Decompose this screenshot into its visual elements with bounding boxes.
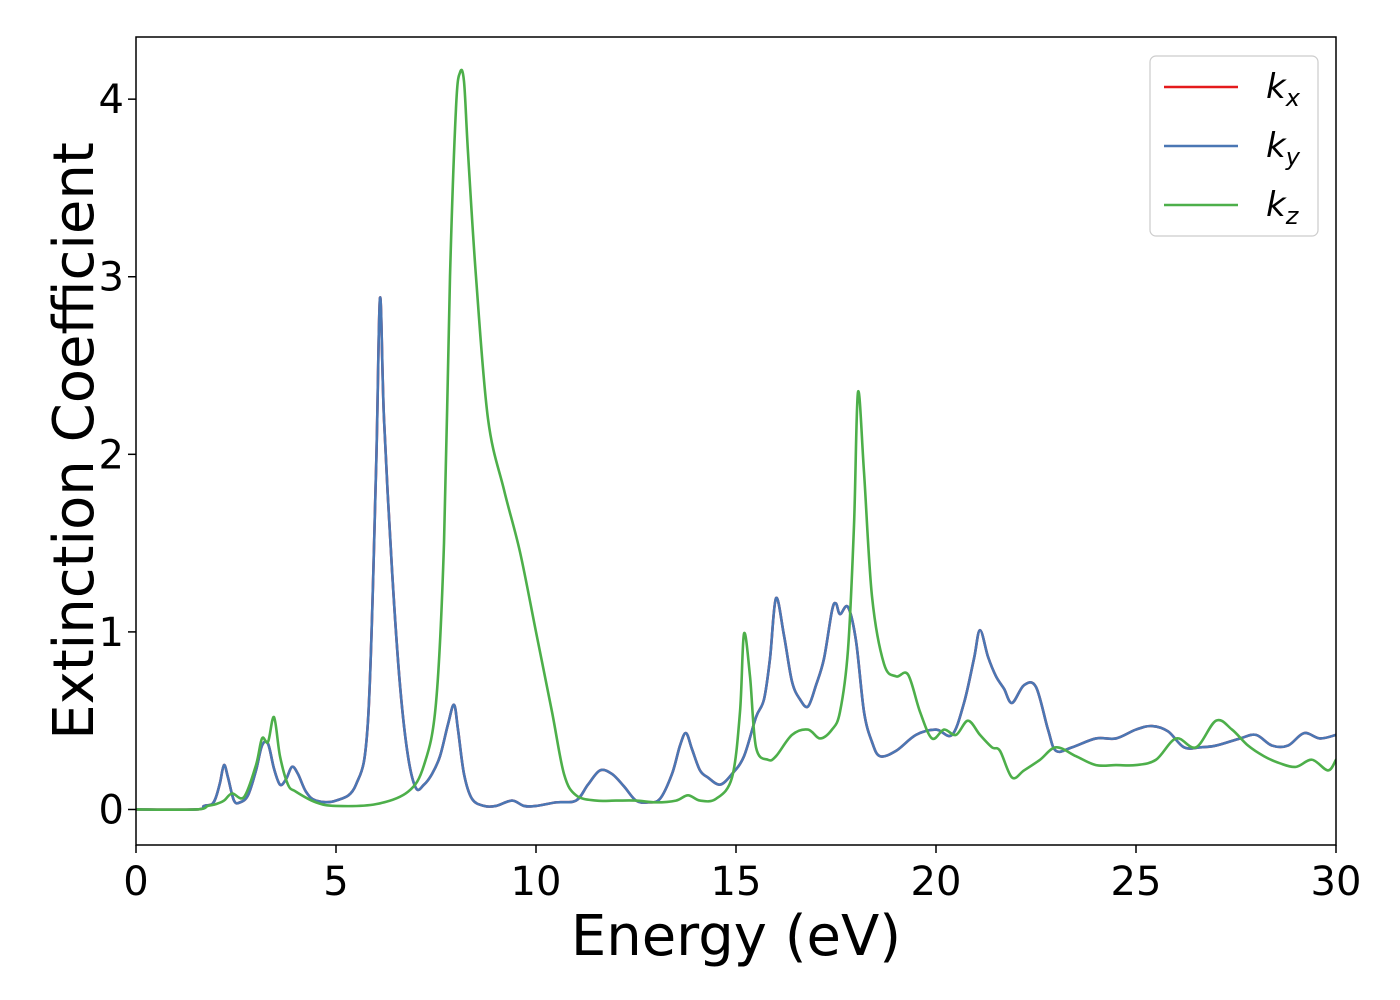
x-tick-label: 30 [1311, 859, 1362, 905]
legend-label-x: kx [1266, 67, 1301, 112]
y-tick-label: 0 [99, 787, 124, 833]
x-tick-label: 10 [511, 859, 562, 905]
series-line-x [136, 296, 1336, 812]
series-line-z [136, 68, 1336, 812]
x-axis-title: Energy (eV) [571, 904, 901, 969]
x-tick-label: 15 [711, 859, 762, 905]
y-tick-label: 1 [99, 610, 124, 656]
series-layer [136, 68, 1336, 812]
y-tick-label: 3 [99, 255, 124, 301]
y-tick-label: 4 [99, 77, 124, 123]
ticks-layer: 0 5 10 15 20 25 30 0 1 2 3 4 [99, 77, 1362, 905]
y-axis-title: Extinction Coefficient [42, 142, 107, 740]
x-tick-label: 0 [123, 859, 148, 905]
x-tick-label: 25 [1111, 859, 1162, 905]
x-tick-label: 5 [323, 859, 348, 905]
legend-label-z: kz [1266, 185, 1300, 230]
series-line-y [136, 296, 1336, 812]
x-tick-label: 20 [911, 859, 962, 905]
y-tick-label: 2 [99, 432, 124, 478]
legend: kx ky kz [1149, 55, 1319, 237]
legend-label-y: ky [1266, 126, 1301, 171]
